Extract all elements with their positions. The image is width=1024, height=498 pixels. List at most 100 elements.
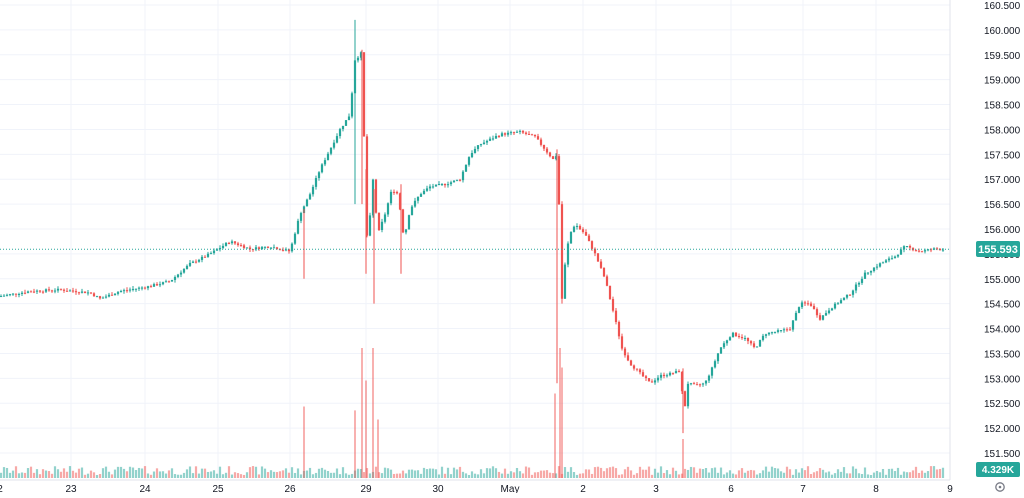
volume-bar	[80, 467, 84, 478]
y-tick-label: 154.000	[984, 325, 1021, 336]
volume-bar	[620, 474, 624, 478]
volume-bar	[23, 472, 27, 478]
candle-body	[92, 293, 96, 297]
volume-bar	[716, 472, 720, 478]
volume-label-bg	[976, 462, 1020, 477]
volume-bar	[50, 473, 54, 478]
volume-bar	[596, 466, 600, 478]
volume-bar	[152, 471, 156, 478]
candle-body	[188, 262, 192, 266]
candle-body	[527, 133, 531, 135]
volume-bar	[221, 474, 225, 478]
volume-bar	[638, 466, 642, 478]
volume-bar	[449, 474, 453, 478]
candle-body	[734, 332, 738, 337]
volume-bar	[941, 467, 945, 478]
candle-body	[110, 294, 114, 296]
volume-bar	[395, 473, 399, 478]
volume-bar	[740, 468, 744, 478]
candle-body	[377, 212, 381, 231]
candle-body	[146, 286, 150, 289]
candle-body	[395, 191, 399, 194]
time-scale[interactable]: 2232425262930May236789	[0, 484, 953, 495]
candle-body	[161, 282, 165, 285]
candle-body	[194, 261, 198, 263]
volume-label: 4.329K	[976, 462, 1020, 477]
x-tick-label: 30	[432, 484, 444, 493]
candle-body	[131, 288, 135, 290]
candle-layer	[0, 19, 945, 434]
candle-body	[338, 129, 342, 137]
volume-bar	[410, 469, 414, 478]
candle-body	[143, 287, 147, 289]
candle-body	[725, 340, 729, 344]
volume-spike-bar	[354, 410, 356, 478]
volume-bar	[323, 469, 327, 478]
candle-body	[278, 249, 282, 251]
volume-bar	[35, 469, 39, 478]
candle-body	[383, 214, 387, 222]
candle-body	[8, 294, 12, 296]
volume-bar	[422, 467, 426, 478]
candle-body	[812, 305, 816, 310]
candle-body	[719, 347, 723, 354]
candle-body	[266, 246, 270, 248]
volume-bar	[908, 472, 912, 478]
candle-body	[587, 235, 591, 242]
candle-body	[218, 247, 222, 250]
candle-body	[644, 376, 648, 379]
candle-body	[881, 262, 885, 264]
candle-body	[836, 303, 840, 305]
volume-bar	[407, 469, 411, 478]
candle-body	[173, 277, 177, 280]
y-tick-label: 156.500	[984, 200, 1021, 211]
volume-bar	[902, 471, 906, 478]
volume-bar	[71, 470, 75, 478]
volume-bar	[824, 472, 828, 478]
candle-body	[749, 341, 753, 344]
volume-bar	[386, 468, 390, 478]
candle-body	[797, 307, 801, 313]
volume-bar	[167, 470, 171, 478]
volume-bar	[674, 470, 678, 478]
candle-body	[842, 297, 846, 301]
volume-bar	[122, 468, 126, 478]
volume-bar	[284, 468, 288, 478]
volume-bar	[185, 469, 189, 478]
volume-bar	[227, 466, 231, 478]
candle-body	[341, 125, 345, 130]
volume-bar	[68, 466, 72, 478]
volume-bar	[224, 472, 228, 478]
volume-bar	[512, 472, 516, 478]
candle-body	[482, 142, 486, 145]
volume-bar	[935, 469, 939, 478]
candle-body	[200, 256, 204, 260]
volume-bar	[389, 469, 393, 478]
candle-body	[446, 184, 450, 186]
volume-bar	[812, 472, 816, 478]
candle-body	[905, 246, 909, 248]
volume-bar	[893, 471, 897, 478]
volume-bar	[725, 472, 729, 478]
candle-body	[275, 247, 279, 250]
volume-bar	[464, 473, 468, 478]
candle-body	[497, 135, 501, 137]
candle-body	[755, 346, 759, 348]
candle-body	[785, 329, 789, 331]
volume-bar	[53, 466, 57, 478]
volume-bar	[698, 468, 702, 478]
volume-bar	[182, 472, 186, 478]
volume-bar	[887, 468, 891, 478]
volume-bar	[878, 472, 882, 478]
candle-body	[647, 378, 651, 382]
candle-body	[11, 293, 15, 295]
candle-body	[767, 332, 771, 335]
candle-body	[557, 156, 561, 205]
settings-icon[interactable]	[995, 482, 1005, 492]
y-tick-label: 159.000	[984, 76, 1021, 87]
candle-body	[611, 299, 615, 311]
candle-body	[704, 380, 708, 384]
volume-bar	[200, 468, 204, 478]
